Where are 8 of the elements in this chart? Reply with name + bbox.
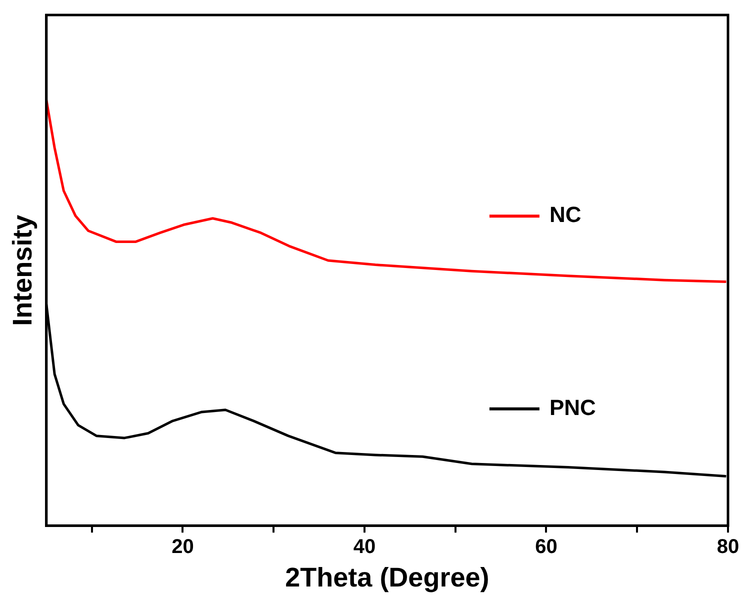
x-tick-label: 20 <box>172 536 194 558</box>
x-tick-label: 40 <box>353 536 376 558</box>
x-tick-label: 80 <box>716 536 740 558</box>
legend-label: NC <box>549 202 582 228</box>
x-axis-title: 2Theta (Degree) <box>285 562 490 592</box>
x-tick-label: 60 <box>535 536 558 558</box>
y-axis-title: Intensity <box>8 214 38 326</box>
legend-label: PNC <box>549 394 596 420</box>
